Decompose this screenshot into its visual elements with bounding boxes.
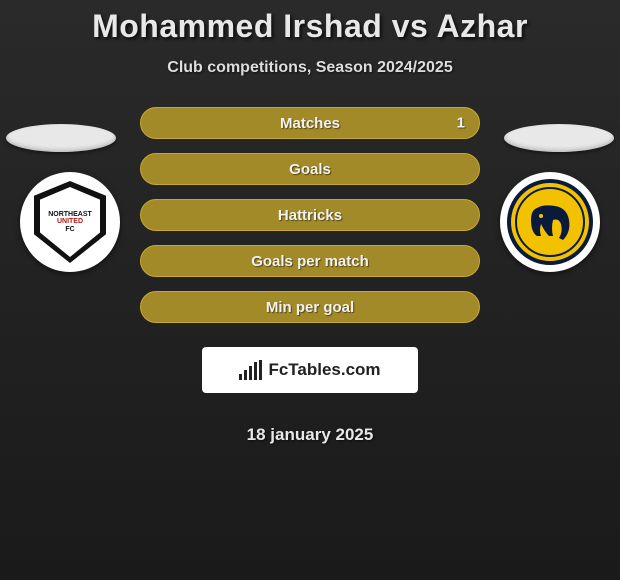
stat-label: Goals per match (251, 253, 369, 270)
stat-label: Min per goal (266, 299, 354, 316)
snapshot-date: 18 january 2025 (247, 425, 374, 445)
stat-row-hattricks: Hattricks (140, 199, 480, 231)
stat-row-goals: Goals (140, 153, 480, 185)
elephant-icon (527, 202, 573, 242)
watermark-text: FcTables.com (268, 360, 380, 380)
stat-value-right: 1 (457, 115, 465, 132)
stats-list: Matches 1 Goals Hattricks Goals per matc… (0, 107, 620, 445)
stat-row-goals-per-match: Goals per match (140, 245, 480, 277)
stat-label: Goals (289, 161, 331, 178)
stat-label: Hattricks (278, 207, 342, 224)
watermark: FcTables.com (202, 347, 418, 393)
page-title: Mohammed Irshad vs Azhar (0, 8, 620, 45)
comparison-card: Mohammed Irshad vs Azhar Club competitio… (0, 0, 620, 445)
stat-row-min-per-goal: Min per goal (140, 291, 480, 323)
stat-label: Matches (280, 115, 340, 132)
page-subtitle: Club competitions, Season 2024/2025 (0, 59, 620, 77)
bars-icon (239, 360, 262, 380)
stat-row-matches: Matches 1 (140, 107, 480, 139)
